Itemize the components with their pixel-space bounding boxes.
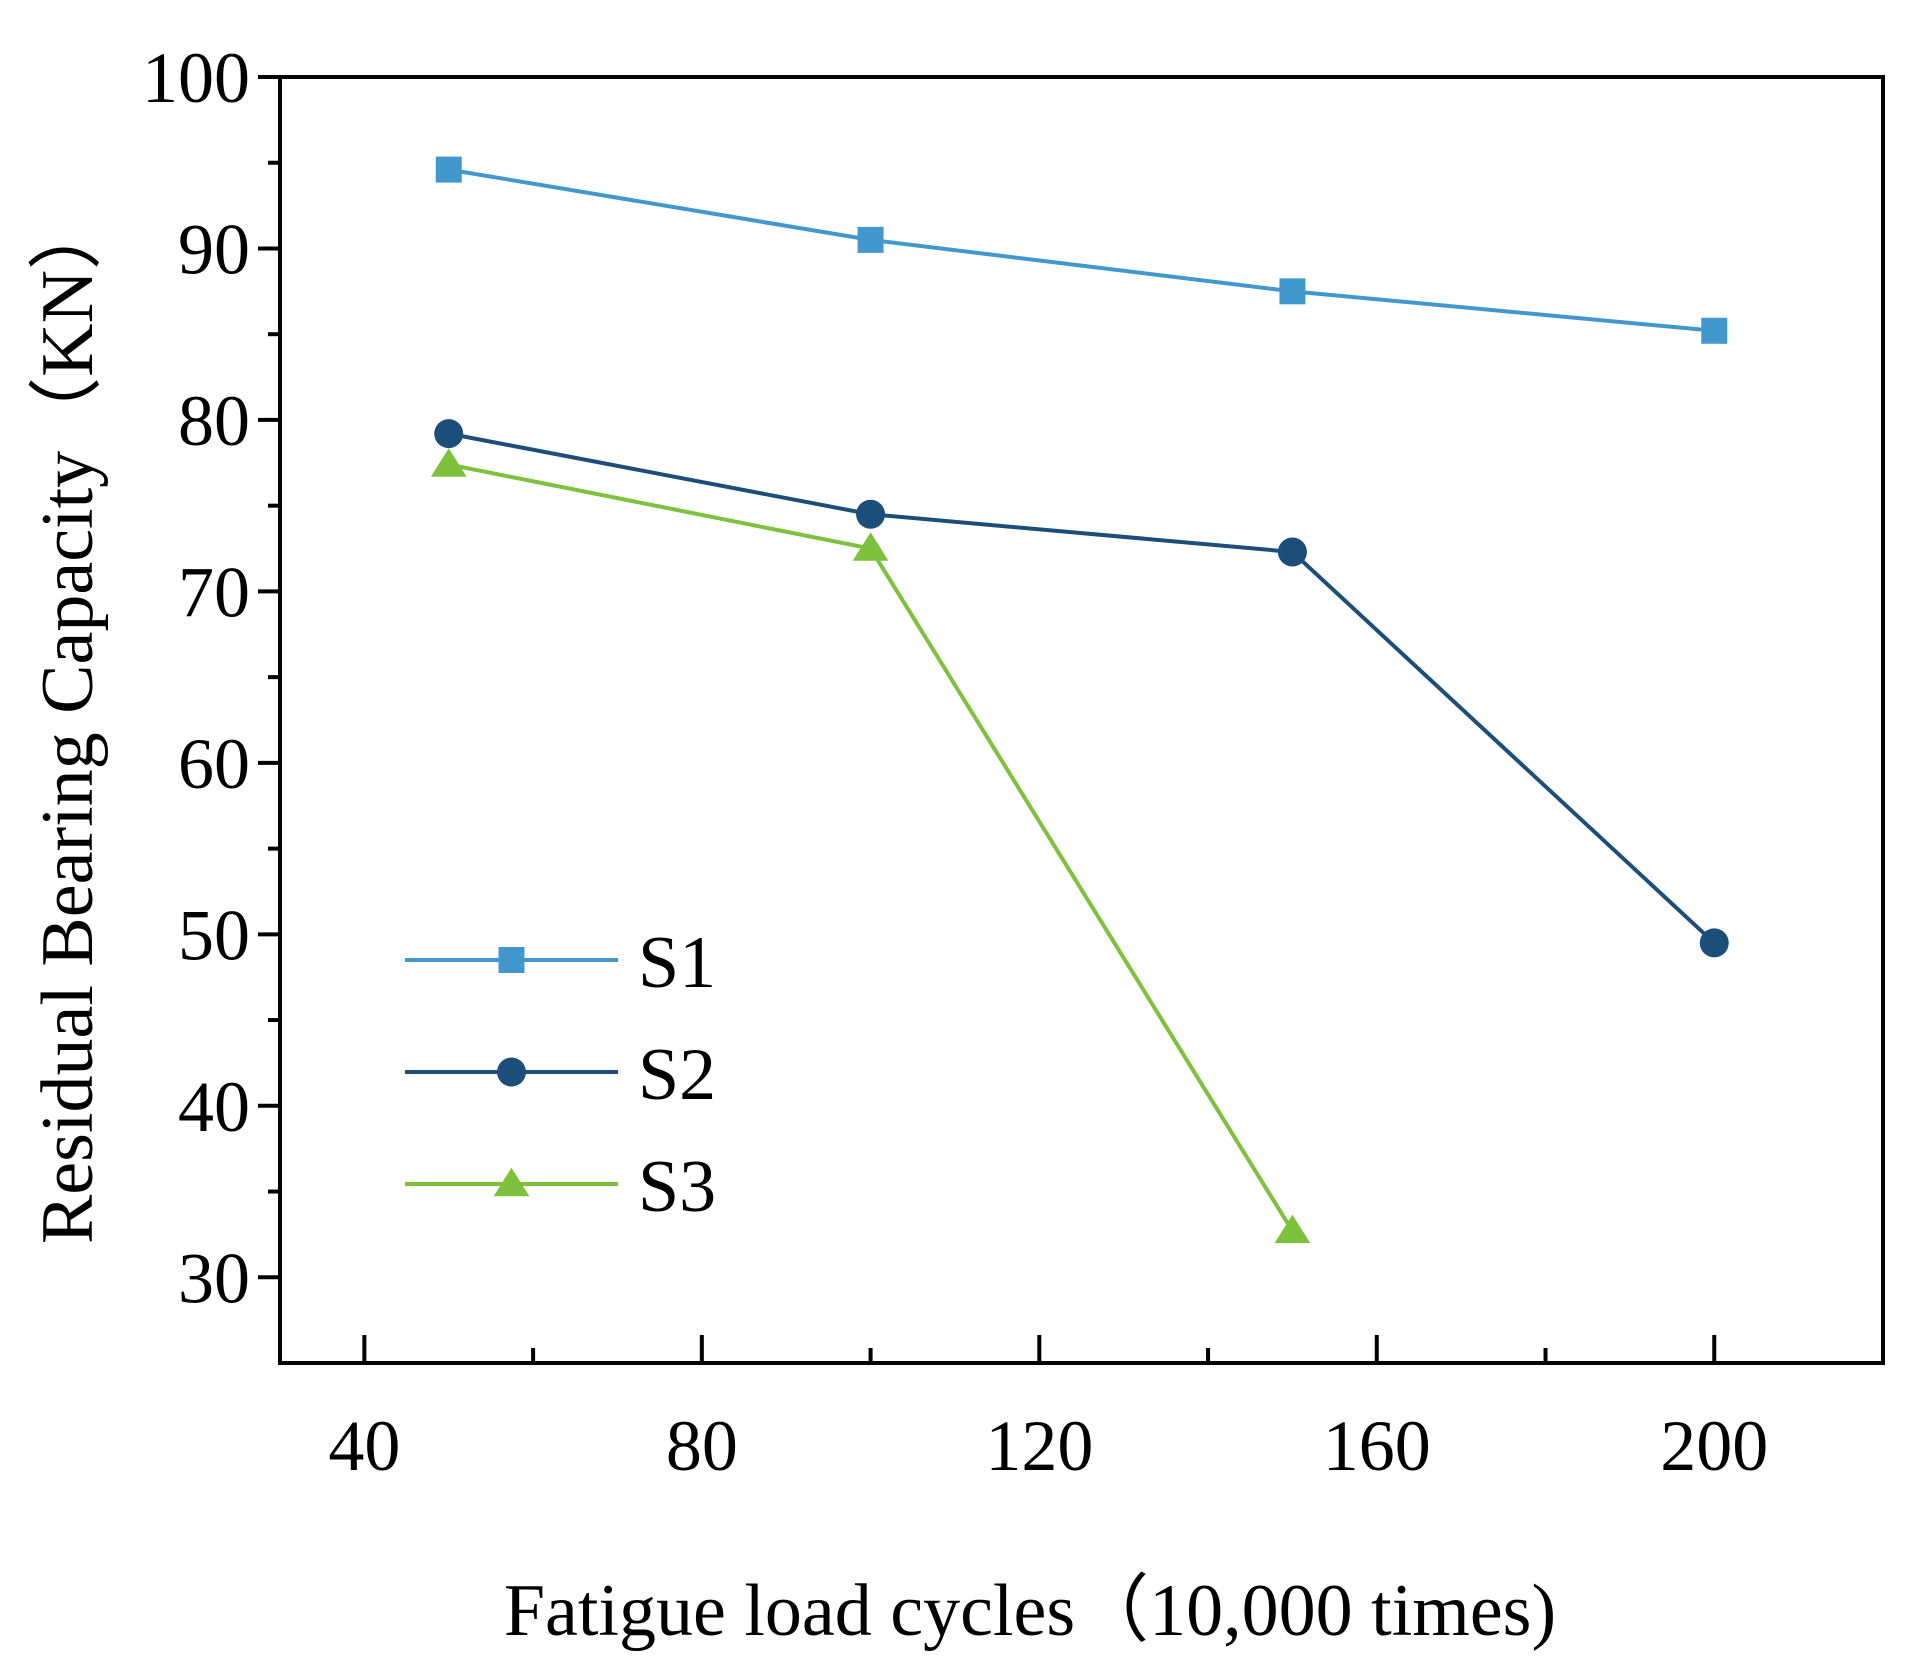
x-axis-title: Fatigue load cycles（10,000 times) [504,1570,1556,1652]
y-tick-label: 30 [178,1238,250,1318]
y-tick-label: 50 [178,895,250,975]
series-s3 [430,448,1311,1244]
series-s2 [434,419,1729,958]
legend-marker [493,1167,530,1197]
legend-item-s1: S1 [405,922,716,1004]
series-s2-line [448,431,1716,945]
y-axis-title: Residual Bearing Capacity（KN） [27,196,109,1244]
legend-marker [497,1057,526,1087]
series-s3-point [430,448,467,477]
legend: S1 S2 S3 [405,922,716,1228]
series-s3-point [1274,1214,1311,1244]
series-s1-line [448,167,1715,333]
series-s2-point [1699,928,1729,958]
series-s2-point [434,419,464,449]
x-tick-label: 40 [328,1406,400,1486]
series-s3-point [852,532,889,561]
y-tick-label: 90 [178,209,250,289]
y-tick-label: 40 [178,1067,250,1147]
x-axis: 40 80 120 160 200 [328,1335,1885,1486]
x-tick-label: 120 [985,1406,1093,1486]
legend-label: S3 [638,1146,716,1228]
y-axis: 30 40 50 60 70 80 90 100 [142,38,280,1318]
x-tick-label: 80 [666,1406,738,1486]
series-layer [430,156,1729,1244]
x-tick-label: 200 [1660,1406,1768,1486]
series-s3-line [448,462,1295,1233]
series-s1-point [435,156,462,183]
legend-label: S2 [638,1034,716,1116]
legend-item-s3: S3 [405,1146,716,1228]
legend-item-s2: S2 [405,1034,716,1116]
plot-border [278,75,1885,1365]
series-s1-point [1279,278,1306,305]
series-s1 [435,156,1728,344]
legend-marker [498,947,525,973]
legend-label: S1 [638,922,716,1004]
y-tick-label: 80 [178,381,250,461]
series-s1-point [857,226,884,253]
y-tick-label: 100 [142,38,250,118]
y-tick-label: 60 [178,724,250,804]
plot-frame [278,75,1885,1365]
series-s2-point [856,499,886,529]
series-s2-point [1277,537,1307,567]
x-tick-label: 160 [1323,1406,1431,1486]
y-tick-label: 70 [178,552,250,632]
series-s1-point [1701,317,1728,344]
